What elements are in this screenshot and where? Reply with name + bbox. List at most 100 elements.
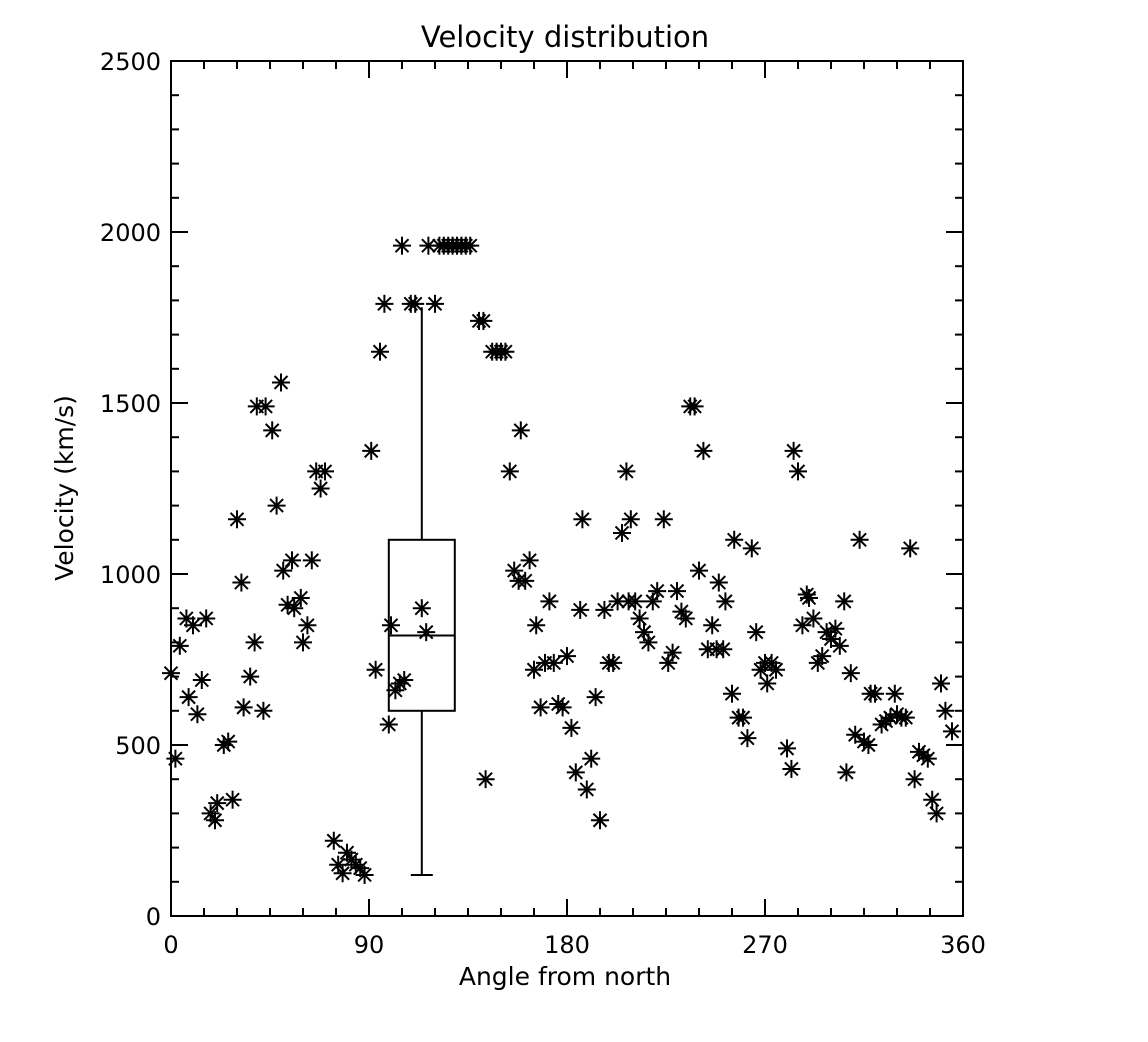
data-point bbox=[758, 674, 777, 693]
data-point bbox=[366, 660, 385, 679]
data-point bbox=[747, 623, 766, 642]
data-point bbox=[531, 698, 550, 717]
data-point bbox=[283, 551, 301, 570]
data-point bbox=[936, 701, 955, 720]
data-point bbox=[742, 539, 761, 558]
data-point bbox=[901, 539, 920, 558]
axis-ticks bbox=[170, 60, 964, 917]
data-point bbox=[837, 763, 856, 782]
data-point bbox=[604, 653, 623, 672]
data-point bbox=[417, 623, 436, 642]
data-point bbox=[291, 588, 310, 607]
data-point bbox=[826, 619, 845, 638]
data-point bbox=[943, 722, 961, 741]
y-tick-label: 500 bbox=[115, 732, 161, 760]
data-point bbox=[232, 573, 251, 592]
data-point bbox=[474, 311, 493, 330]
data-point bbox=[676, 609, 695, 628]
data-point bbox=[162, 664, 180, 683]
data-point bbox=[316, 462, 334, 481]
data-point bbox=[784, 441, 803, 460]
y-tick-label: 1000 bbox=[100, 561, 161, 589]
data-point bbox=[223, 790, 242, 809]
data-point bbox=[355, 865, 374, 884]
data-point bbox=[927, 804, 946, 823]
data-point bbox=[859, 736, 878, 754]
data-point bbox=[371, 342, 389, 361]
data-point bbox=[648, 582, 667, 601]
data-point bbox=[617, 462, 636, 481]
y-axis-title: Velocity (km/s) bbox=[50, 395, 79, 581]
data-point bbox=[170, 636, 189, 655]
data-point bbox=[324, 831, 343, 850]
data-point bbox=[263, 421, 282, 440]
data-point bbox=[709, 573, 728, 592]
data-point bbox=[595, 600, 614, 619]
axis-tick-labels: 0 90 180 270 360 0 500 1000 1500 2000 2500 bbox=[100, 48, 986, 959]
data-point bbox=[562, 718, 581, 737]
data-point bbox=[375, 294, 394, 313]
data-point bbox=[197, 609, 216, 628]
data-point bbox=[690, 561, 708, 580]
chart-title: Velocity distribution bbox=[421, 20, 709, 54]
plot-frame bbox=[170, 60, 964, 917]
data-point bbox=[582, 749, 601, 768]
data-point bbox=[694, 441, 713, 460]
data-point bbox=[782, 759, 801, 778]
data-point bbox=[302, 551, 321, 570]
data-point bbox=[714, 640, 733, 659]
data-point bbox=[793, 616, 812, 635]
data-point bbox=[685, 397, 704, 416]
data-point bbox=[426, 294, 444, 313]
data-point bbox=[918, 749, 937, 768]
data-point bbox=[500, 462, 519, 481]
data-point bbox=[723, 684, 741, 703]
y-tick-label: 0 bbox=[146, 903, 161, 931]
data-point bbox=[813, 647, 832, 666]
data-point bbox=[558, 647, 576, 666]
data-point bbox=[896, 708, 915, 727]
data-point bbox=[778, 739, 796, 758]
data-point bbox=[461, 236, 480, 255]
data-point bbox=[835, 592, 854, 611]
data-point bbox=[586, 688, 605, 707]
data-point bbox=[294, 633, 312, 652]
data-point bbox=[520, 551, 539, 570]
data-point bbox=[333, 864, 352, 883]
data-point bbox=[885, 684, 904, 703]
data-point bbox=[932, 674, 950, 693]
data-point bbox=[716, 592, 735, 611]
data-point bbox=[734, 708, 752, 727]
data-point bbox=[496, 342, 515, 361]
data-point bbox=[298, 616, 317, 635]
data-point bbox=[234, 698, 253, 717]
data-point bbox=[395, 671, 414, 690]
data-point bbox=[613, 523, 631, 542]
x-tick-label: 0 bbox=[163, 931, 178, 959]
data-point bbox=[830, 636, 849, 655]
x-tick-label: 90 bbox=[354, 931, 385, 959]
data-point bbox=[272, 373, 290, 392]
data-point bbox=[393, 236, 411, 255]
data-point bbox=[591, 811, 609, 830]
data-point bbox=[577, 780, 596, 799]
data-point bbox=[254, 701, 273, 720]
x-tick-label: 270 bbox=[742, 931, 788, 959]
data-point bbox=[362, 441, 381, 460]
data-point bbox=[527, 616, 546, 635]
data-point bbox=[639, 633, 658, 652]
data-point bbox=[654, 510, 673, 529]
y-tick-label: 2000 bbox=[100, 219, 161, 247]
data-point bbox=[738, 729, 757, 748]
data-point bbox=[525, 660, 543, 679]
data-point bbox=[511, 421, 530, 440]
data-point bbox=[285, 599, 304, 618]
data-point bbox=[192, 671, 211, 690]
y-tick-label: 2500 bbox=[100, 48, 161, 76]
data-point bbox=[412, 599, 431, 618]
data-point bbox=[476, 770, 495, 789]
data-point bbox=[800, 588, 818, 607]
data-point bbox=[850, 530, 869, 549]
x-tick-label: 360 bbox=[940, 931, 986, 959]
